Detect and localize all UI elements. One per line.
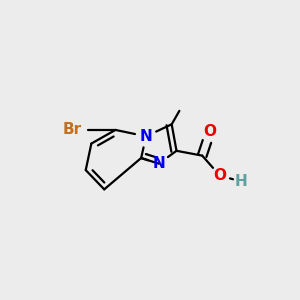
Text: H: H bbox=[234, 174, 247, 189]
Text: N: N bbox=[152, 156, 165, 171]
Text: N: N bbox=[140, 129, 152, 144]
Text: O: O bbox=[213, 168, 226, 183]
Text: O: O bbox=[204, 124, 217, 139]
Text: Br: Br bbox=[62, 122, 82, 137]
